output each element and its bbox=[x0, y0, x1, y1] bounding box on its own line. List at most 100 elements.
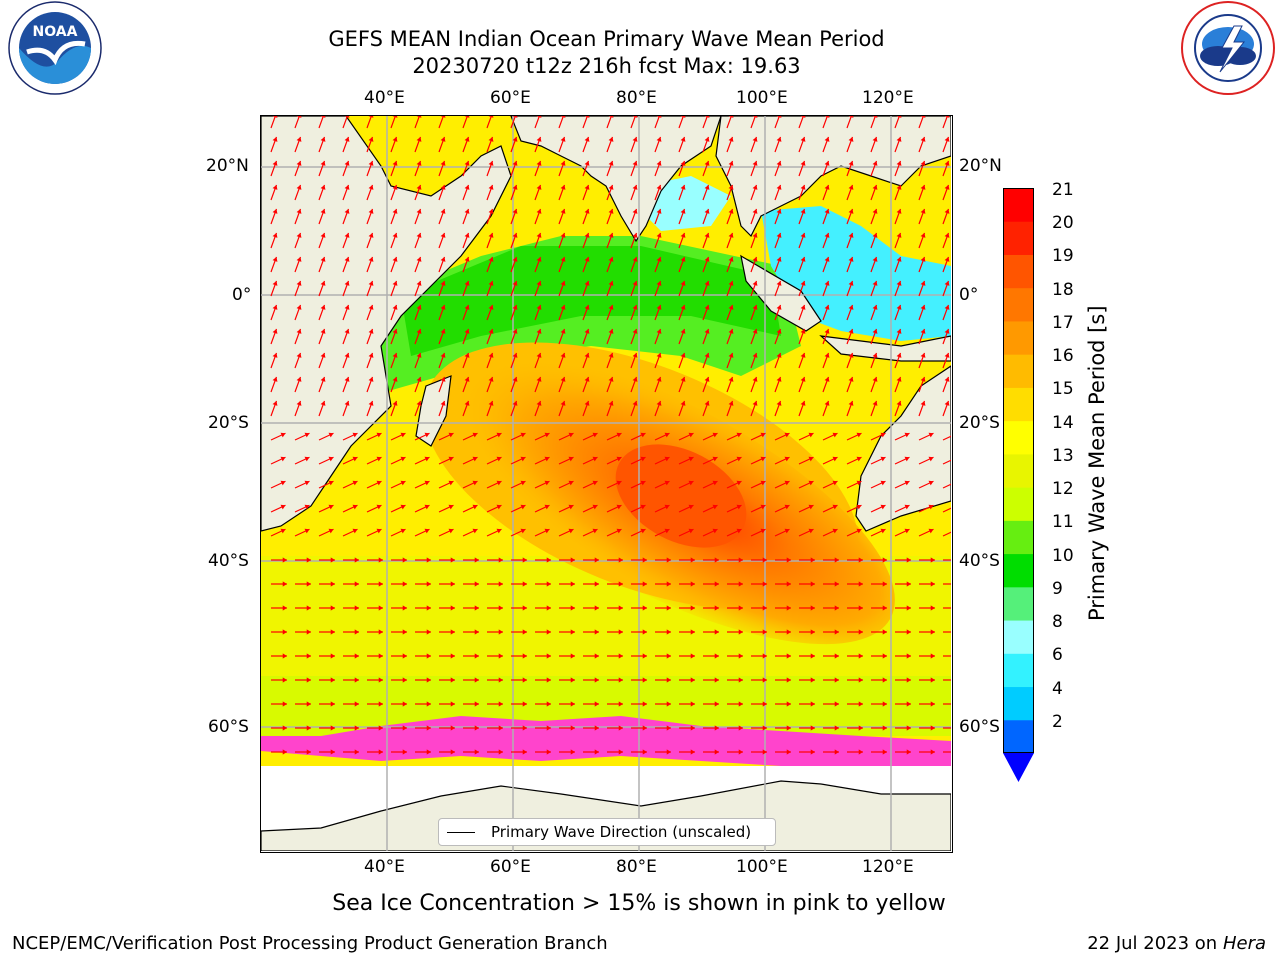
wave-vector-head bbox=[584, 352, 590, 358]
wave-vector-head bbox=[944, 280, 950, 286]
wave-vector-head bbox=[570, 701, 575, 707]
wave-vector-head bbox=[520, 456, 526, 462]
wave-vector-head bbox=[584, 328, 590, 334]
wave-vector-head bbox=[282, 677, 287, 683]
wave-vector-head bbox=[800, 184, 806, 190]
wave-vector-head bbox=[496, 504, 502, 510]
wave-vector-head bbox=[880, 480, 886, 486]
wave-vector-head bbox=[488, 328, 494, 334]
wave-vector-head bbox=[810, 701, 815, 707]
wave-vector-head bbox=[320, 376, 326, 382]
wave-vector-head bbox=[656, 136, 662, 142]
wave-vector-head bbox=[392, 116, 398, 118]
wave-vector-head bbox=[344, 116, 350, 118]
wave-vector-head bbox=[800, 256, 806, 262]
wave-vector-head bbox=[280, 528, 286, 534]
wave-vector-head bbox=[512, 256, 518, 262]
wave-vector-head bbox=[320, 116, 326, 118]
wave-vector-head bbox=[546, 725, 551, 731]
right-lat-label: 0° bbox=[959, 285, 979, 305]
wave-vector-head bbox=[392, 136, 398, 142]
wave-vector bbox=[630, 116, 637, 129]
wave-vector-head bbox=[800, 116, 806, 118]
wave-vector-head bbox=[616, 432, 622, 438]
wave-vector-head bbox=[664, 432, 670, 438]
wave-vector-head bbox=[440, 376, 446, 382]
wave-vector-head bbox=[786, 629, 791, 635]
wave-vector-head bbox=[656, 232, 662, 238]
wave-vector-head bbox=[776, 376, 782, 382]
wave-vector-head bbox=[296, 208, 302, 214]
wave-vector-head bbox=[680, 400, 686, 406]
wave-vector-head bbox=[640, 456, 646, 462]
wave-vector-head bbox=[392, 376, 398, 382]
wave-vector-head bbox=[498, 677, 503, 683]
wave-vector-head bbox=[858, 605, 863, 611]
chart-subtitle: 20230720 t12z 216h fcst Max: 19.63 bbox=[412, 54, 801, 78]
wave-vector-head bbox=[328, 456, 334, 462]
wave-vector-head bbox=[296, 328, 302, 334]
wave-vector-head bbox=[560, 208, 566, 214]
wave-vector-head bbox=[930, 677, 935, 683]
wave-vector-head bbox=[376, 504, 382, 510]
wave-vector-head bbox=[776, 208, 782, 214]
wave-vector-head bbox=[368, 256, 374, 262]
wave-vector-head bbox=[426, 677, 431, 683]
wave-vector-head bbox=[330, 557, 335, 563]
wave-vector bbox=[894, 116, 901, 129]
wave-vector-head bbox=[560, 116, 566, 118]
wave-vector-head bbox=[570, 629, 575, 635]
wave-vector-head bbox=[656, 352, 662, 358]
wave-vector-head bbox=[920, 352, 926, 358]
wave-vector-head bbox=[584, 208, 590, 214]
wave-vector-head bbox=[944, 400, 950, 406]
wave-vector-head bbox=[824, 116, 830, 118]
wave-vector-head bbox=[546, 653, 551, 659]
wave-vector-head bbox=[944, 116, 950, 118]
wave-vector bbox=[294, 116, 301, 129]
wave-vector-head bbox=[896, 160, 902, 166]
wave-vector-head bbox=[560, 352, 566, 358]
wave-vector-head bbox=[536, 352, 542, 358]
bottom-lon-label: 60°E bbox=[490, 857, 531, 877]
wave-vector-head bbox=[570, 749, 575, 755]
wave-vector-head bbox=[680, 116, 686, 118]
wave-vector-head bbox=[440, 400, 446, 406]
wave-vector-head bbox=[618, 725, 623, 731]
wave-vector-head bbox=[714, 605, 719, 611]
wave-vector-head bbox=[688, 456, 694, 462]
wave-vector-head bbox=[824, 184, 830, 190]
wave-vector-head bbox=[728, 184, 734, 190]
wave-vector-head bbox=[400, 432, 406, 438]
wave-vector bbox=[726, 116, 733, 129]
wave-vector-head bbox=[584, 232, 590, 238]
wave-vector-head bbox=[392, 232, 398, 238]
wave-vector-head bbox=[656, 280, 662, 286]
wave-vector-head bbox=[440, 328, 446, 334]
wave-vector-head bbox=[656, 304, 662, 310]
wave-vector-head bbox=[536, 232, 542, 238]
wave-vector-head bbox=[738, 629, 743, 635]
wave-vector-head bbox=[858, 653, 863, 659]
wave-vector-head bbox=[296, 304, 302, 310]
wave-vector-head bbox=[592, 528, 598, 534]
bottom-lon-label: 80°E bbox=[616, 857, 657, 877]
wave-vector-head bbox=[474, 557, 479, 563]
wave-vector-head bbox=[930, 605, 935, 611]
wave-vector-head bbox=[416, 328, 422, 334]
left-lat-label: 20°S bbox=[208, 413, 249, 433]
wave-vector-head bbox=[738, 557, 743, 563]
wave-vector-head bbox=[680, 352, 686, 358]
wave-vector-head bbox=[608, 184, 614, 190]
colorbar-segment bbox=[1003, 354, 1034, 388]
wave-vector-head bbox=[544, 504, 550, 510]
wave-vector-head bbox=[544, 456, 550, 462]
wave-vector-head bbox=[618, 629, 623, 635]
wave-vector-head bbox=[304, 528, 310, 534]
wave-vector-head bbox=[368, 208, 374, 214]
wave-vector-head bbox=[920, 280, 926, 286]
wave-vector-head bbox=[498, 653, 503, 659]
wave-vector-head bbox=[810, 677, 815, 683]
wave-vector-head bbox=[296, 116, 302, 118]
wave-vector-head bbox=[608, 256, 614, 262]
